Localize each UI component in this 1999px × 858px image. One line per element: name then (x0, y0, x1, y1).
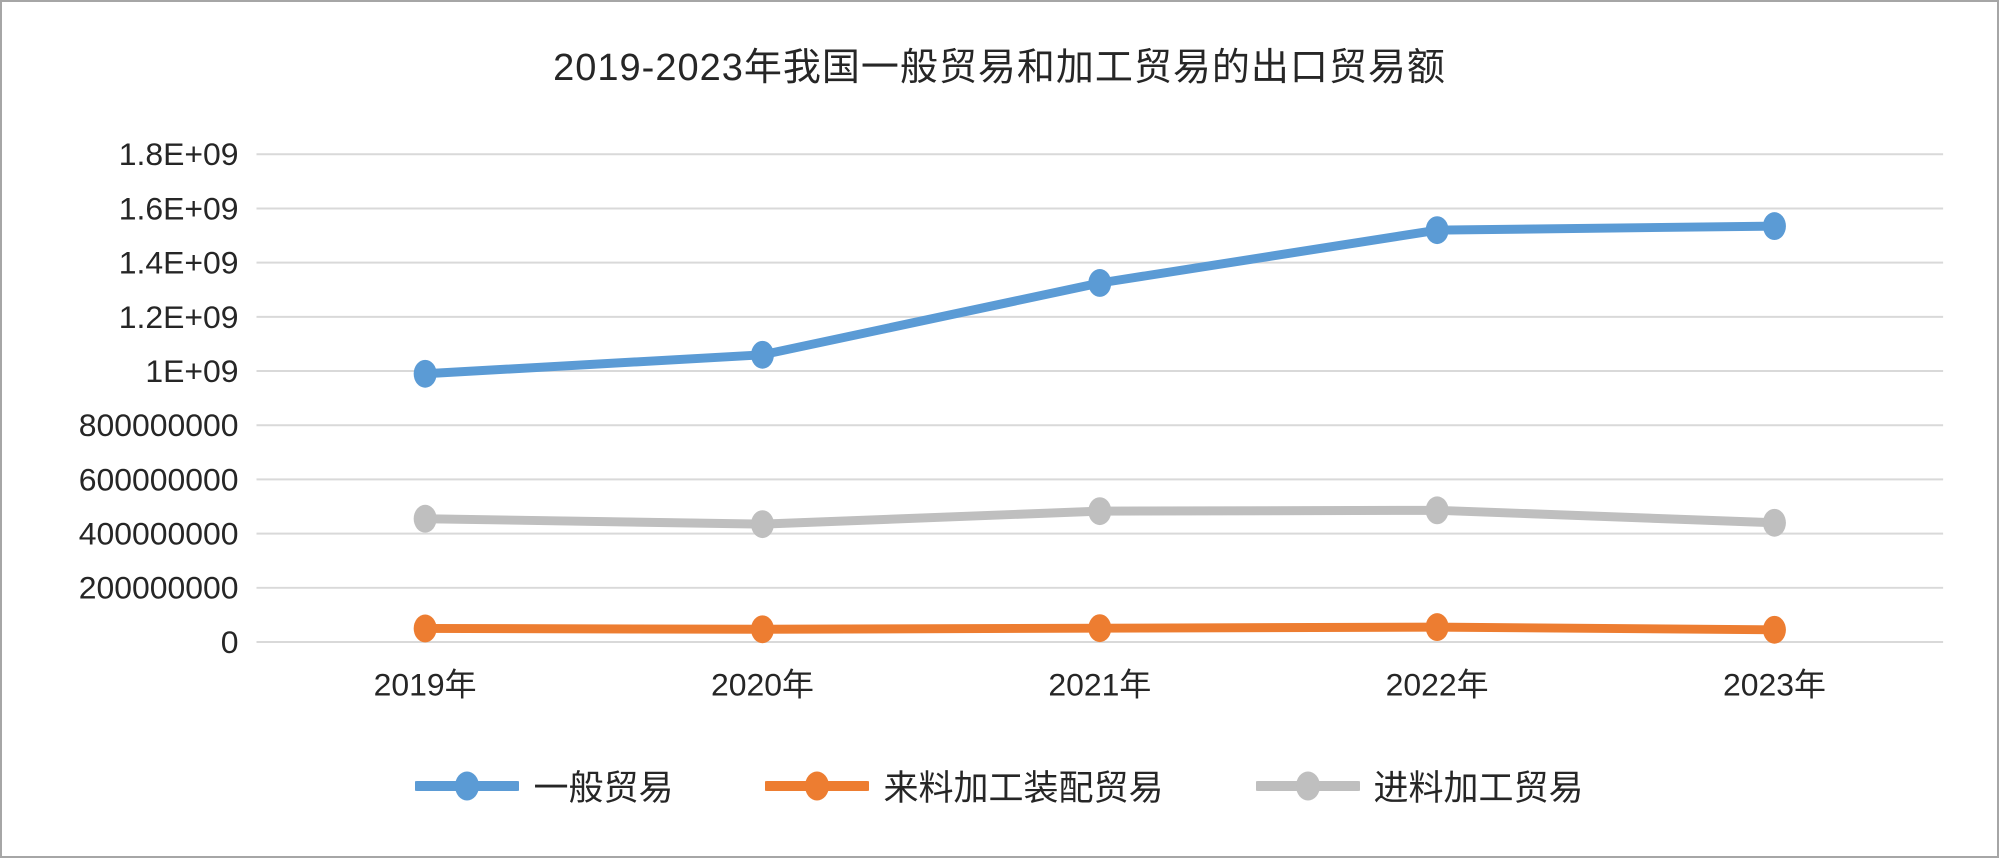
x-axis-tick-label: 2023年 (1723, 667, 1826, 703)
y-axis-tick-label: 1.2E+09 (119, 299, 239, 335)
legend-label: 来料加工装配贸易 (883, 769, 1164, 808)
y-axis-tick-label: 400000000 (79, 516, 239, 552)
legend-item: 进料加工贸易 (1255, 760, 1584, 811)
chart-title: 2019-2023年我国一般贸易和加工贸易的出口贸易额 (553, 47, 1446, 89)
x-axis-tick-label: 2019年 (374, 667, 477, 703)
legend: 一般贸易 来料加工装配贸易 进料加工贸易 (2, 760, 1997, 811)
legend-marker-icon (765, 771, 870, 800)
data-point-marker (1088, 614, 1112, 643)
data-point-marker (1425, 613, 1449, 642)
legend-item: 一般贸易 (415, 760, 673, 811)
legend-item: 来料加工装配贸易 (765, 760, 1164, 811)
data-point-marker (750, 510, 774, 539)
data-point-marker (1425, 496, 1449, 525)
data-point-marker (750, 340, 774, 369)
y-axis-tick-label: 1.4E+09 (119, 245, 239, 281)
series-line (420, 221, 1779, 379)
data-point-marker (1088, 497, 1112, 526)
y-axis-tick-label: 1E+09 (145, 353, 238, 389)
data-point-marker (1762, 212, 1786, 241)
data-point-marker (413, 614, 437, 643)
data-point-marker (1762, 508, 1786, 537)
legend-label: 进料加工贸易 (1373, 769, 1584, 808)
y-axis-tick-label: 200000000 (79, 570, 239, 606)
legend-dot (455, 771, 480, 800)
data-point-marker (413, 504, 437, 533)
data-point-marker (413, 359, 437, 388)
y-axis-tick-label: 800000000 (79, 407, 239, 443)
y-axis-tick-label: 1.8E+09 (119, 136, 239, 172)
data-point-marker (1088, 269, 1112, 297)
legend-marker-icon (1255, 771, 1360, 800)
data-point-marker (1425, 216, 1449, 245)
legend-marker-icon (415, 771, 520, 800)
data-point-marker (750, 615, 774, 644)
y-axis-tick-label: 0 (221, 624, 239, 660)
data-point-marker (1762, 615, 1786, 644)
legend-label: 一般贸易 (533, 769, 674, 808)
y-axis-tick-label: 1.6E+09 (119, 190, 239, 226)
y-axis-tick-label: 600000000 (79, 461, 239, 497)
x-axis-tick-label: 2020年 (711, 667, 814, 703)
x-axis-tick-label: 2022年 (1386, 667, 1489, 703)
legend-dot (1295, 771, 1320, 800)
legend-dot (805, 771, 830, 800)
x-axis-tick-label: 2021年 (1048, 667, 1151, 703)
